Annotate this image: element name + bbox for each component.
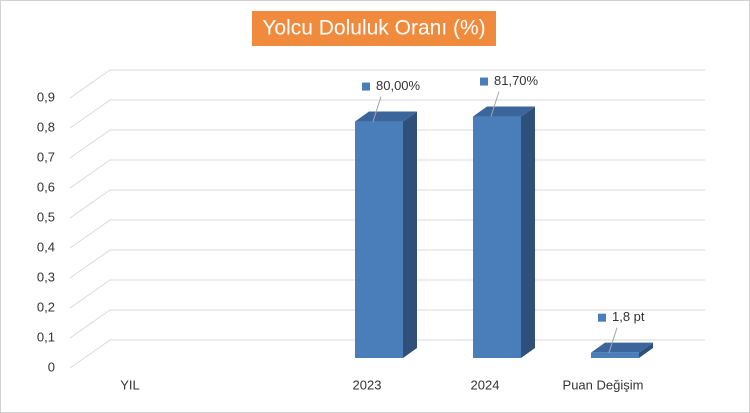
label-key [598,313,606,322]
grid-line [69,99,705,129]
bar-side [639,342,653,358]
title-box [252,11,496,46]
label-key [362,82,370,91]
leader-line [372,96,382,122]
leader-line [608,327,618,353]
x-tick-label: 2024 [471,377,500,392]
bar [473,116,521,358]
y-tick-label: 0,2 [37,299,55,314]
value-label: 81,70% [494,73,539,88]
leader-line [490,91,500,117]
bar-side [403,111,417,358]
bar-top [355,111,417,122]
bar [355,121,403,358]
y-tick-label: 0,9 [37,89,55,104]
bar [591,352,639,358]
bar-top [591,342,653,353]
chart-title: Yolcu Doluluk Oranı (%) [262,17,485,40]
x-tick-label: 2023 [353,377,382,392]
value-label: 1,8 pt [612,309,645,324]
y-tick-label: 0,4 [37,239,55,254]
y-tick-label: 0,7 [37,149,55,164]
label-key [480,77,488,86]
y-tick-label: 0,6 [37,179,55,194]
grid-line [69,69,705,99]
x-tick-label: Puan Değişim [563,377,644,392]
bar-side [521,106,535,358]
x-tick-label: YIL [120,377,140,392]
bar-top [473,106,535,117]
y-tick-label: 0,5 [37,209,55,224]
y-tick-label: 0,1 [37,329,55,344]
y-tick-label: 0 [48,359,55,374]
y-tick-label: 0,8 [37,119,55,134]
value-label: 80,00% [376,78,421,93]
y-tick-label: 0,3 [37,269,55,284]
